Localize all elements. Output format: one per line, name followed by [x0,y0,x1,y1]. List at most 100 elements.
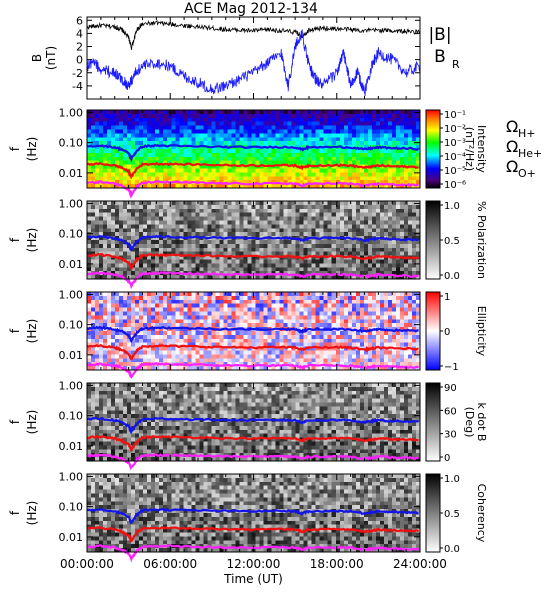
spectrogram-cell [115,299,120,305]
spectrogram-cell [147,275,152,280]
spectrogram-cell [295,137,301,142]
spectrogram-cell [311,240,317,245]
spectrogram-cell [167,113,172,119]
spectrogram-cell [291,323,297,328]
spectrogram-cell [167,334,172,340]
spectrogram-cell [211,319,216,324]
spectrogram-cell [171,152,176,158]
spectrogram-cell [271,141,277,146]
spectrogram-cell [263,110,269,115]
spectrogram-cell [319,334,325,340]
spectrogram-cell [263,149,269,154]
spectrogram-cell [143,141,148,146]
spectrogram-cell [167,141,172,146]
y-tick-label: -4 [72,80,83,93]
spectrogram-cell [259,342,265,348]
spectrogram-cell [163,346,168,351]
spectrogram-cell [207,137,212,142]
spectrogram-cell [111,338,116,344]
spectrogram-cell [215,334,220,340]
spectrogram-cell [347,366,353,371]
spectrogram-cell [331,129,337,134]
spectrogram-cell [415,117,421,123]
spectrogram-cell [203,267,208,272]
spectrogram-cell [91,358,96,363]
spectrogram-cell [207,201,212,206]
spectrogram-cell [395,319,401,324]
spectrogram-cell [131,141,136,146]
spectrogram-cell [315,228,321,233]
spectrogram-cell [383,303,389,309]
spectrogram-cell [247,152,252,158]
spectrogram-cell [111,149,116,154]
spectrogram-cell [147,141,152,146]
spectrogram-cell [219,121,224,127]
spectrogram-cell [355,133,361,138]
spectrogram-cell [227,251,232,257]
spectrogram-cell [351,334,357,340]
spectrogram-cell [371,117,377,123]
spectrogram-cell [315,232,321,237]
spectrogram-cell [387,204,393,210]
spectrogram-cell [231,232,236,237]
spectrogram-cell [291,243,297,249]
spectrogram-cell [387,323,393,328]
spectrogram-cell [231,338,236,344]
spectrogram-cell [247,176,252,181]
spectrogram-cell [235,137,240,142]
spectrogram-cell [91,156,96,162]
spectrogram-cell [227,334,232,340]
spectrogram-cell [235,299,240,305]
spectrogram-cell [263,295,269,301]
spectrogram-cell [291,201,297,206]
spectrogram-cell [375,299,381,305]
spectrogram-cell [143,292,148,297]
spectrogram-cell [171,220,176,225]
spectrogram-cell [407,117,413,123]
spectrogram-cell [143,232,148,237]
spectrogram-cell [207,259,212,264]
spectrogram-cell [351,110,357,115]
spectrogram-cell [363,129,369,134]
spectrogram-cell [95,323,100,328]
spectrogram-cell [275,160,281,166]
spectrogram-cell [103,323,108,328]
spectrogram-cell [271,263,277,268]
spectrogram-cell [355,295,361,301]
spectrogram-cell [235,267,240,272]
spectrogram-cell [359,259,365,264]
spectrogram-cell [227,204,232,210]
spectrogram-cell [127,319,132,324]
spectrogram-cell [287,176,293,181]
spectrogram-cell [127,110,132,115]
spectrogram-cell [391,240,397,245]
spectrogram-cell [215,292,220,297]
spectrogram-cell [191,212,196,218]
spectrogram-cell [327,350,333,355]
spectrogram-cell [239,334,244,340]
spectrogram-cell [271,172,277,177]
spectrogram-cell [103,350,108,355]
spectrogram-cell [375,311,381,316]
spectrogram-cell [387,224,393,229]
spectrogram-cell [255,259,261,264]
spectrogram-cell [319,292,325,297]
spectrogram-cell [171,201,176,206]
spectrogram-cell [247,172,252,177]
spectrogram-cell [219,110,224,115]
spectrogram-cell [403,216,409,221]
spectrogram-cell [415,168,421,173]
spectrogram-cell [339,232,345,237]
spectrogram-cell [391,354,397,359]
spectrogram-cell [247,259,252,264]
spectrogram-cell [347,315,353,320]
spectrogram-cell [95,303,100,309]
spectrogram-cell [103,168,108,173]
spectrogram-cell [287,204,293,210]
spectrogram-cell [179,307,184,312]
spectrogram-cell [407,259,413,264]
spectrogram-cell [319,243,325,249]
spectrogram-cell [399,292,405,297]
spectrogram-cell [351,224,357,229]
spectrogram-cell [219,204,224,210]
